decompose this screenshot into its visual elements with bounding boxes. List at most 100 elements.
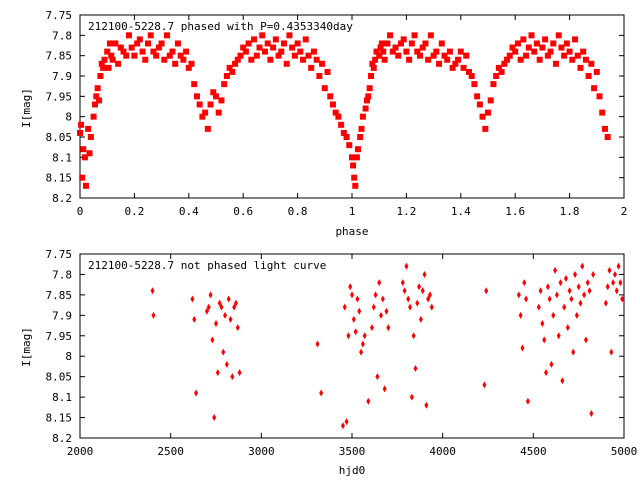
data-point [297,48,304,55]
x-axis-label: phase [335,225,368,238]
data-point [520,344,525,352]
data-point [350,162,357,169]
data-point [242,48,249,55]
data-point [226,64,233,71]
data-point [253,52,260,59]
data-point [204,307,209,315]
data-point [221,81,228,88]
data-point [562,303,567,311]
data-point [580,262,585,270]
y-tick-label: 8.2 [52,192,72,205]
data-point [449,64,456,71]
x-tick-label: 0.2 [124,205,144,218]
data-point [501,60,508,67]
data-point [589,409,594,417]
data-point [161,56,168,63]
data-point [365,93,372,100]
data-point [104,48,111,55]
data-point [524,295,529,303]
data-point [353,328,358,336]
data-point [305,52,312,59]
data-point [406,295,411,303]
chart-title: 212100-5228.7 phased with P=0.4353340day [88,20,353,33]
phased-light-curve-panel: 212100-5228.7 phased with P=0.4353340day… [20,9,627,238]
data-point [261,48,268,55]
data-point [444,56,451,63]
data-point [504,56,511,63]
data-point [237,369,242,377]
data-point [424,401,429,409]
data-point [232,60,239,67]
data-point [427,291,432,299]
data-point [275,52,282,59]
data-point [315,340,320,348]
data-point [490,81,497,88]
data-point [101,56,108,63]
data-point [531,48,538,55]
data-point [403,48,410,55]
data-point [460,64,467,71]
data-point [112,40,119,47]
data-point [525,397,530,405]
data-point [108,52,115,59]
data-point [386,324,391,332]
data-point [420,287,425,295]
data-point [565,324,570,332]
data-point [264,40,271,47]
data-point [219,303,224,311]
data-point [270,44,277,51]
data-point [166,52,173,59]
data-point [417,52,423,59]
data-point [86,150,93,157]
data-point [547,295,552,303]
x-tick-label: 5000 [611,445,638,458]
data-point [335,113,342,120]
x-tick-label: 2000 [67,445,94,458]
data-point [408,40,415,47]
data-points [150,262,625,430]
data-point [207,101,214,108]
data-point [482,125,489,132]
data-point [230,373,235,381]
data-point [512,48,519,55]
data-points [77,32,611,189]
data-point [188,60,195,67]
data-point [191,81,198,88]
data-point [232,303,237,311]
data-point [402,287,407,295]
data-point [457,48,464,55]
data-point [82,182,89,189]
data-point [415,299,420,307]
data-point [164,32,171,39]
data-point [210,89,217,96]
unphased-light-curve-panel: 212100-5228.7 not phased light curve hjd… [20,248,637,477]
y-tick-label: 8.1 [52,391,72,404]
data-point [607,266,612,274]
y-tick-label: 8.15 [46,412,73,425]
data-point [145,40,151,47]
data-point [351,315,356,323]
data-point [585,73,592,79]
data-point [620,295,625,303]
data-point [463,52,470,59]
x-tick-label: 4500 [520,445,547,458]
data-point [603,299,608,307]
data-point [324,68,331,75]
data-point [455,56,462,63]
data-point [294,40,301,47]
data-point [395,52,402,59]
data-point [485,109,491,116]
data-point [366,397,371,405]
y-tick-label: 7.75 [46,248,73,261]
y-tick-label: 8.2 [52,432,72,445]
data-point [105,64,112,71]
data-point [313,56,320,63]
x-tick-label: 1.2 [396,205,416,218]
data-point [498,68,505,75]
y-tick-label: 8 [65,111,72,124]
data-point [556,332,561,340]
data-point [153,52,160,59]
data-point [379,311,384,319]
data-point [487,97,494,104]
data-point [85,125,92,132]
